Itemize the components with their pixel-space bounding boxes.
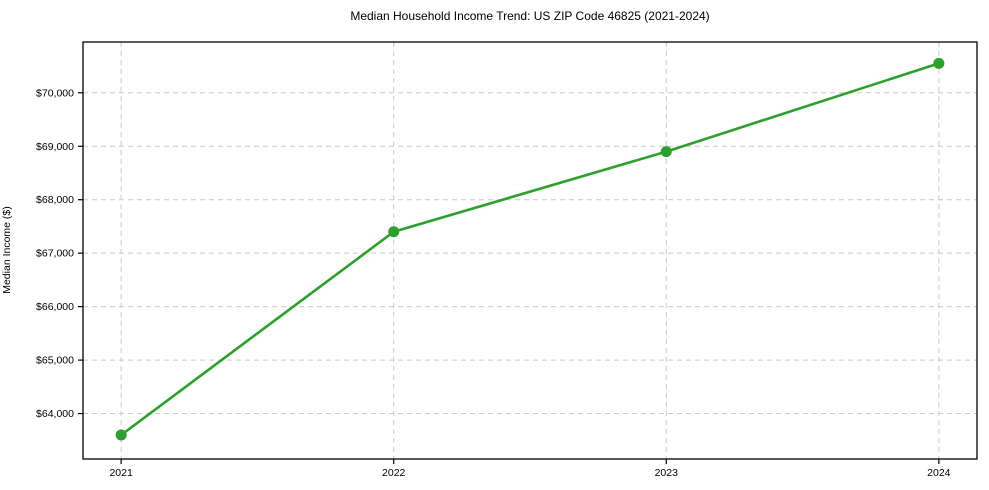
y-tick-label: $65,000: [36, 355, 74, 367]
chart-title: Median Household Income Trend: US ZIP Co…: [350, 9, 710, 23]
series-line: [119, 62, 941, 437]
x-tick-label: 2022: [382, 467, 406, 479]
y-tick-label: $69,000: [36, 141, 74, 153]
data-point-marker: [933, 57, 945, 69]
data-point-marker: [660, 146, 672, 158]
y-tick-label: $68,000: [36, 194, 74, 206]
data-point-marker: [115, 429, 127, 441]
x-tick-label: 2023: [655, 467, 679, 479]
y-tick-label: $64,000: [36, 408, 74, 420]
x-tick-label: 2021: [109, 467, 133, 479]
y-tick-label: $67,000: [36, 248, 74, 260]
y-tick-label: $70,000: [36, 87, 74, 99]
axes-frame: [82, 41, 978, 460]
y-tick-label: $66,000: [36, 301, 74, 313]
x-tick-label: 2024: [927, 467, 951, 479]
data-point-marker: [388, 226, 400, 238]
